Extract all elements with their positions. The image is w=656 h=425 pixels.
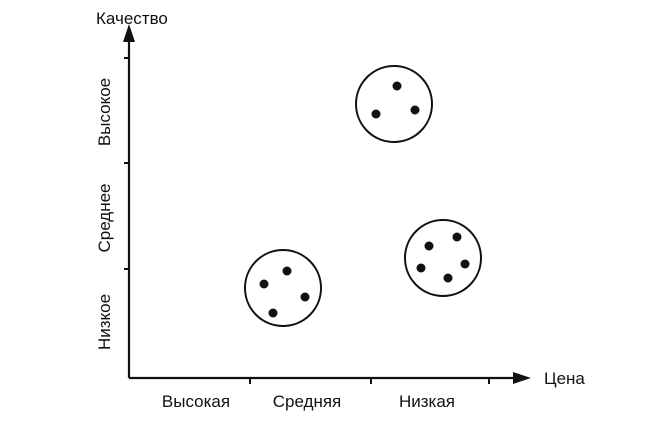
- x-category-label-high: Высокая: [162, 392, 230, 411]
- cluster-dot: [300, 292, 310, 302]
- x-category-label-low: Низкая: [399, 392, 455, 411]
- y-category-label-medium: Среднее: [95, 183, 114, 252]
- cluster-dot: [424, 241, 434, 251]
- x-axis-arrow-icon: [513, 372, 531, 384]
- y-axis-arrow-icon: [123, 24, 135, 42]
- cluster-dot: [460, 259, 470, 269]
- cluster-dot: [443, 273, 453, 283]
- y-category-label-low: Низкое: [95, 294, 114, 350]
- cluster-dot: [416, 263, 426, 273]
- y-axis-title: Качество: [96, 9, 168, 28]
- y-category-label-high: Высокое: [95, 78, 114, 146]
- cluster-circle: [355, 65, 433, 143]
- x-axis-title: Цена: [544, 369, 585, 388]
- cluster-low-quality-mid-price: [244, 249, 322, 327]
- cluster-dot: [282, 266, 292, 276]
- x-category-label-medium: Средняя: [273, 392, 342, 411]
- cluster-mid-quality-low-price: [404, 219, 482, 297]
- cluster-dot: [392, 81, 402, 91]
- cluster-circle: [244, 249, 322, 327]
- cluster-high-quality-low-price: [355, 65, 433, 143]
- cluster-dot: [452, 232, 462, 242]
- cluster-circle: [404, 219, 482, 297]
- cluster-dot: [410, 105, 420, 115]
- cluster-dot: [259, 279, 269, 289]
- cluster-dot: [268, 308, 278, 318]
- cluster-dot: [371, 109, 381, 119]
